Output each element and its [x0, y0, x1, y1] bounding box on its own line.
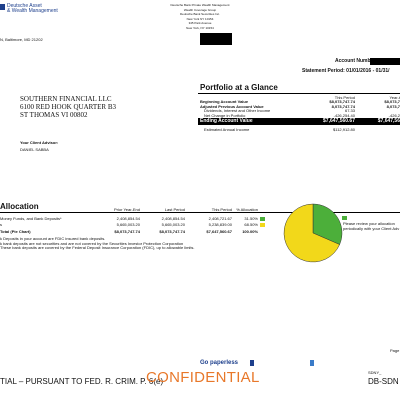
row-label: Total (Pie Chart): [0, 229, 31, 234]
confidential-stamp: CONFIDENTIAL: [146, 369, 260, 386]
rule: [0, 212, 400, 213]
row-value: $8,073,747.74: [329, 99, 355, 104]
logo-text: Deutsche Asset: [7, 3, 42, 9]
row-value: 5,238,839.00: [208, 222, 232, 227]
col-head: % Allocation: [236, 207, 258, 212]
row-label: Beginning Account Value: [200, 99, 249, 104]
row-value: -426,254.40: [333, 112, 355, 118]
sender-line: Deutsche Bank Securities Inc.: [179, 12, 221, 16]
row-label: Net Change in Portfolio: [204, 112, 246, 118]
row-value: 5,665,003.20: [116, 222, 140, 227]
footer-logo: [310, 360, 314, 366]
pie-slice: [312, 203, 343, 245]
advice: periodically with your Client Adv: [343, 226, 400, 231]
row-label: Dividends, Interest and Other Income: [204, 108, 271, 113]
footer-logo: [250, 360, 254, 366]
row-label: Money Funds, and Bank Deposits*: [0, 216, 62, 221]
footer-right: DB-SDN: [368, 377, 399, 386]
row-value: 8,073,7: [386, 103, 400, 109]
row-percent: 31.50%: [244, 216, 258, 221]
rule: [198, 93, 400, 94]
col-head: Year-t: [389, 95, 400, 100]
row-value: 5,665,003.20: [161, 222, 185, 227]
sender-line: New York NY 10154: [186, 16, 214, 21]
sender-line: New York, NY 10154: [186, 25, 214, 30]
advisor-name: DANIEL SABBA: [20, 147, 49, 152]
swatch: [260, 217, 265, 221]
estimated-label: Estimated Annual Income: [204, 127, 250, 132]
col-head: Last Period: [164, 207, 185, 212]
row-value: 2,408,854.54: [161, 216, 185, 221]
swatch: [260, 223, 265, 227]
row-value: $8,073,747.74: [114, 229, 140, 234]
footer-left: TIAL – PURSUANT TO FED. R. CRIM. P. 6(e): [0, 377, 164, 386]
portfolio-title: Portfolio at a Glance: [200, 83, 278, 92]
ending-value: $7,647,56: [377, 118, 400, 124]
recipient: ST THOMAS VI 00802: [20, 111, 88, 119]
note: k Deposits in your account are FDIC insu…: [0, 236, 106, 241]
row-value: 2,408,854.54: [116, 216, 140, 221]
sender-line: Deutsche Bank Private Wealth Management: [170, 3, 230, 7]
ending-value: $7,647,560.67: [323, 118, 355, 124]
account-label: Account Number:: [335, 58, 377, 64]
logo-text: & Wealth Management: [7, 8, 58, 14]
redaction: [200, 33, 232, 45]
go-paperless: Go paperless: [200, 360, 239, 366]
ending-bar: [198, 118, 400, 125]
office-address: N, Baltimore, MD 21202: [0, 37, 43, 42]
row-value: $7,647,560.67: [206, 229, 232, 234]
ending-label: Ending Account Value: [200, 118, 253, 124]
row-percent: 68.50%: [244, 222, 258, 227]
row-value: 8,073,747.74: [331, 103, 355, 109]
recipient: SOUTHERN FINANCIAL LLC: [20, 95, 112, 103]
pie-chart: [283, 203, 343, 263]
row-label: Adjusted Previous Account Value: [200, 103, 264, 109]
col-head: This Period: [334, 95, 355, 100]
sender-line: 345 Park Avenue: [188, 21, 212, 25]
bates: SDNY_: [368, 370, 382, 375]
row-value: $8,073,747.74: [159, 229, 185, 234]
pie-slice: [283, 203, 340, 263]
col-head: Prior Year-End: [113, 207, 140, 212]
logo-mark: [0, 4, 5, 10]
redaction: [370, 58, 400, 65]
row-value: $8,073,7: [384, 99, 400, 104]
row-value: -426,2: [388, 112, 400, 118]
page-label: Page: [390, 348, 400, 353]
statement-period: Statement Period: 01/01/2016 - 01/31/: [302, 68, 390, 74]
note: k bank deposits are not securities and a…: [0, 240, 184, 246]
allocation-title: Allocation: [0, 202, 39, 211]
row-label: s: [0, 222, 2, 227]
estimated-value: $112,912.80: [333, 127, 355, 132]
advice: Please review your allocation: [343, 221, 395, 226]
recipient: 6100 RED HOOK QUARTER B3: [20, 103, 117, 111]
row-percent: 100.00%: [242, 229, 258, 234]
row-value: 67.33: [344, 108, 355, 113]
row-value: 2,408,721.67: [208, 216, 232, 221]
note: These bank deposits are covered by the F…: [0, 245, 195, 250]
col-head: This Period: [211, 207, 232, 212]
sender-line: Wealth Coverage Group: [183, 7, 217, 12]
legend-swatch: [342, 216, 347, 220]
advisor-label: Your Client Advisor:: [20, 140, 59, 145]
